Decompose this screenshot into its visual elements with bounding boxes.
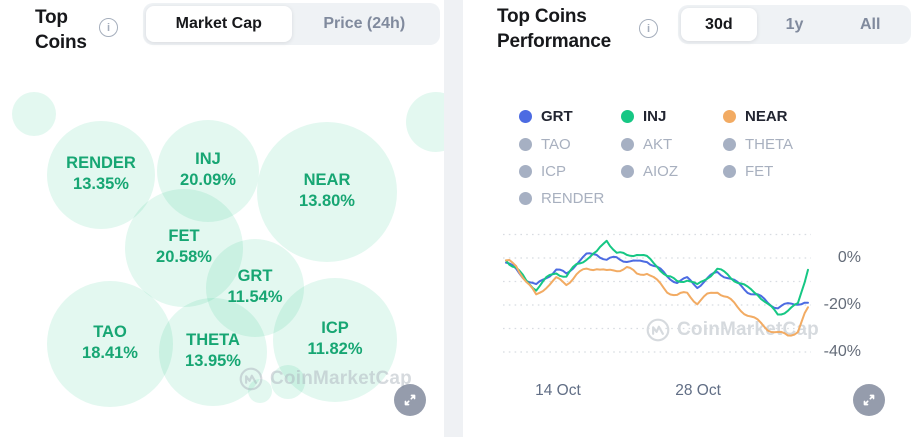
legend-label: GRT xyxy=(541,108,573,126)
legend: GRT INJ NEAR TAO AKT THETA ICP AIOZ FET RENDER xyxy=(519,103,825,213)
info-icon[interactable]: i xyxy=(99,18,118,37)
series-line-near xyxy=(505,259,809,337)
legend-item-tao[interactable]: TAO xyxy=(519,130,621,157)
top-coins-header: Top Coins i Market Cap Price (24h) xyxy=(0,0,444,56)
y-axis-label: -20% xyxy=(823,296,861,313)
performance-line-chart xyxy=(503,233,811,353)
bubble-fet[interactable] xyxy=(125,189,243,307)
legend-dot-icon xyxy=(519,137,532,151)
legend-dot-icon xyxy=(519,192,532,206)
tab-all[interactable]: All xyxy=(832,8,908,41)
tab-price-24h[interactable]: Price (24h) xyxy=(292,6,438,42)
expand-button[interactable] xyxy=(853,384,885,416)
legend-dot-icon xyxy=(621,110,634,124)
legend-dot-icon xyxy=(519,164,532,178)
top-coins-panel: RENDER 13.35% INJ 20.09% NEAR 13.80% FET 20.58%… xyxy=(0,0,444,437)
legend-label: ICP xyxy=(541,162,567,180)
expand-button[interactable] xyxy=(394,384,426,416)
decor-bubble xyxy=(406,92,444,152)
series-line-inj xyxy=(505,239,809,316)
page-title: Top Coins xyxy=(35,7,87,53)
expand-icon xyxy=(863,394,875,406)
legend-label: NEAR xyxy=(745,108,788,126)
tab-market-cap[interactable]: Market Cap xyxy=(146,6,292,42)
performance-tab-group: 30d 1y All xyxy=(678,5,911,44)
bubble-render[interactable] xyxy=(47,121,155,229)
x-axis-label: 14 Oct xyxy=(535,382,581,399)
decor-bubble xyxy=(12,92,56,136)
legend-dot-icon xyxy=(723,164,736,178)
page-title: Top Coins Performance xyxy=(497,6,611,52)
legend-item-akt[interactable]: AKT xyxy=(621,130,723,157)
y-axis-label: 0% xyxy=(837,249,861,266)
legend-label: AIOZ xyxy=(643,162,679,180)
legend-dot-icon xyxy=(723,137,736,151)
info-icon[interactable]: i xyxy=(639,19,658,38)
top-coins-tab-group: Market Cap Price (24h) xyxy=(143,3,440,45)
legend-item-inj[interactable]: INJ xyxy=(621,103,723,130)
bubble-grt[interactable] xyxy=(206,239,304,337)
decor-bubble xyxy=(271,365,305,399)
legend-item-fet[interactable]: FET xyxy=(723,158,825,185)
expand-icon xyxy=(404,394,416,406)
legend-dot-icon xyxy=(621,137,634,151)
legend-item-aioz[interactable]: AIOZ xyxy=(621,158,723,185)
legend-dot-icon xyxy=(621,164,634,178)
legend-dot-icon xyxy=(723,110,736,124)
top-coins-performance-panel: Top Coins Performance i 30d 1y All GRT IN… xyxy=(463,0,923,437)
legend-dot-icon xyxy=(519,110,532,124)
bubble-chart: RENDER 13.35% INJ 20.09% NEAR 13.80% FET 20.58%… xyxy=(0,0,444,437)
legend-item-render[interactable]: RENDER xyxy=(519,185,621,212)
legend-item-theta[interactable]: THETA xyxy=(723,130,825,157)
tab-1y[interactable]: 1y xyxy=(757,8,833,41)
bubble-near[interactable] xyxy=(257,122,397,262)
performance-header: Top Coins Performance i 30d 1y All xyxy=(463,0,923,56)
bubble-icp[interactable] xyxy=(273,278,397,402)
legend-label: TAO xyxy=(541,135,571,153)
legend-item-icp[interactable]: ICP xyxy=(519,158,621,185)
bubble-tao[interactable] xyxy=(47,281,173,407)
legend-label: RENDER xyxy=(541,190,605,208)
legend-label: INJ xyxy=(643,108,667,126)
legend-item-near[interactable]: NEAR xyxy=(723,103,825,130)
bubble-inj[interactable] xyxy=(157,120,259,222)
legend-label: THETA xyxy=(745,135,794,153)
legend-label: AKT xyxy=(643,135,673,153)
bubble-theta[interactable] xyxy=(159,298,267,406)
legend-item-grt[interactable]: GRT xyxy=(519,103,621,130)
y-axis-label: -40% xyxy=(823,343,861,360)
x-axis-label: 28 Oct xyxy=(675,382,721,399)
legend-label: FET xyxy=(745,162,774,180)
tab-30d[interactable]: 30d xyxy=(681,8,757,41)
